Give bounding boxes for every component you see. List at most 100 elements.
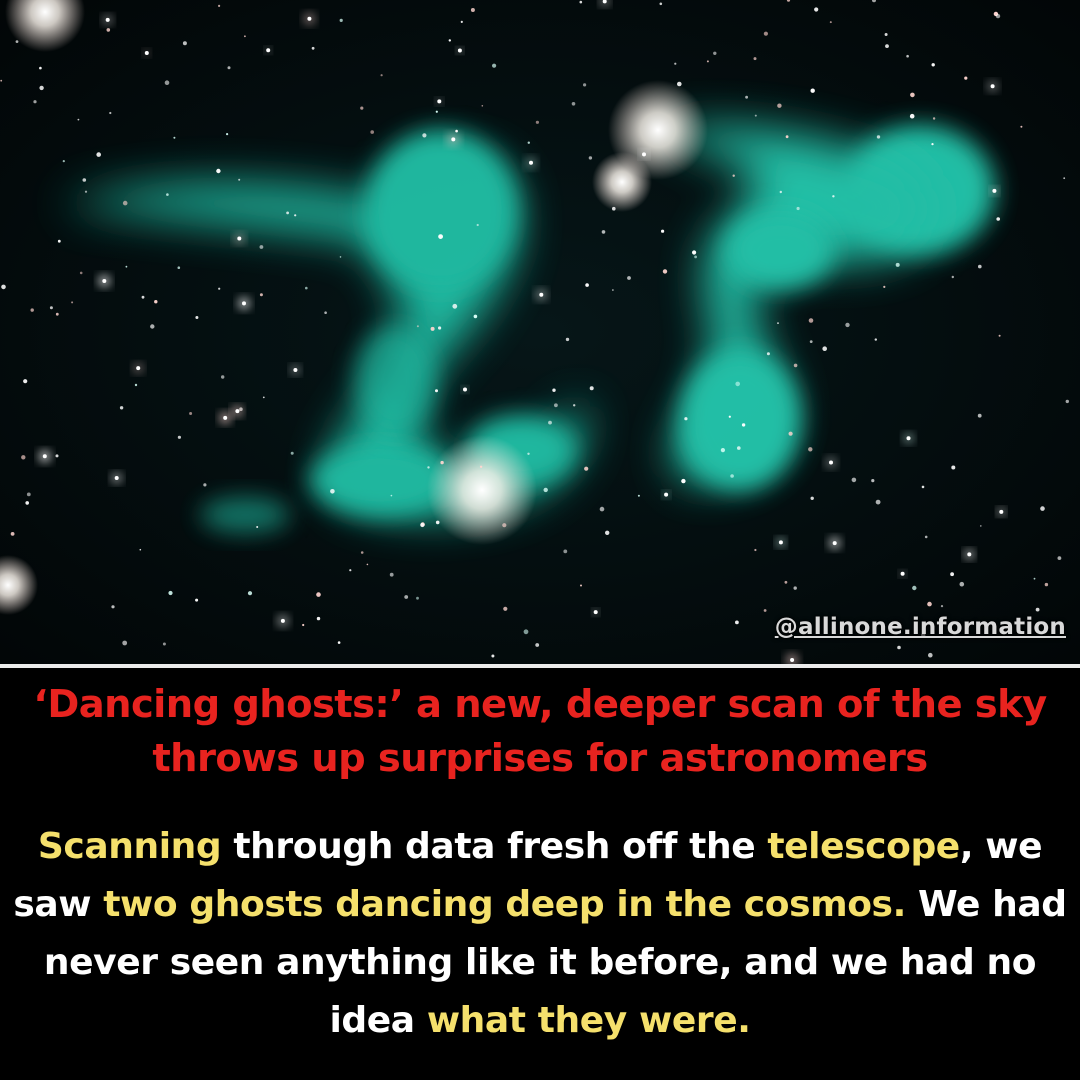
star — [349, 569, 352, 572]
star — [259, 293, 263, 297]
star — [481, 105, 484, 107]
star — [766, 352, 770, 356]
star — [786, 0, 791, 2]
star — [921, 485, 925, 489]
star — [286, 211, 289, 215]
star — [793, 363, 798, 368]
star — [927, 601, 932, 607]
star — [793, 586, 797, 590]
watermark-handle[interactable]: @allinone.information — [774, 614, 1066, 640]
star — [203, 483, 207, 487]
star — [305, 286, 308, 290]
star-core — [593, 610, 598, 615]
star — [404, 595, 409, 599]
star — [928, 652, 933, 658]
star — [316, 592, 321, 597]
star — [77, 118, 80, 121]
star — [111, 605, 115, 609]
star-core — [136, 366, 141, 371]
star — [247, 591, 253, 596]
star-core — [42, 454, 47, 459]
radio-galaxy-image — [0, 0, 1080, 664]
right-ghost — [660, 125, 995, 490]
star — [535, 120, 540, 124]
star — [924, 535, 928, 539]
star — [122, 640, 128, 646]
star — [39, 66, 42, 70]
star — [302, 623, 305, 627]
star — [173, 136, 176, 139]
star — [897, 645, 901, 650]
star — [221, 375, 225, 379]
star-core — [451, 137, 456, 142]
star — [238, 178, 241, 181]
star — [754, 114, 757, 117]
body-text-segment: We had never seen anything like it befor… — [43, 884, 1067, 1041]
star — [931, 63, 935, 67]
star — [777, 322, 779, 324]
star — [552, 388, 556, 392]
star — [912, 585, 917, 591]
star — [998, 334, 1001, 337]
star — [311, 46, 315, 50]
star — [389, 572, 394, 577]
star — [995, 13, 1001, 19]
star — [139, 548, 142, 551]
star — [244, 35, 246, 38]
star — [448, 39, 451, 42]
star — [659, 2, 663, 6]
star — [737, 446, 741, 450]
star — [784, 580, 788, 584]
star — [601, 230, 606, 234]
star — [810, 88, 815, 93]
star — [455, 129, 458, 133]
star — [763, 31, 769, 36]
star — [195, 598, 199, 602]
star — [548, 420, 552, 425]
star — [977, 413, 982, 418]
star — [435, 110, 438, 113]
star — [380, 74, 383, 77]
star — [763, 609, 767, 612]
star — [875, 499, 881, 505]
star-core — [529, 160, 533, 165]
star-core — [832, 541, 837, 546]
star — [360, 551, 364, 554]
star — [735, 381, 740, 387]
star — [470, 8, 475, 12]
star — [390, 494, 393, 497]
star — [21, 455, 26, 460]
star — [599, 506, 605, 512]
star — [535, 643, 540, 647]
star — [324, 311, 327, 315]
star — [931, 143, 934, 146]
star — [162, 642, 166, 646]
star — [422, 133, 427, 138]
star — [360, 106, 364, 110]
star-core — [266, 48, 271, 53]
star — [164, 80, 170, 85]
star — [339, 18, 343, 22]
star — [612, 206, 616, 211]
star — [829, 21, 832, 24]
star — [1040, 506, 1045, 511]
star — [10, 532, 15, 536]
star — [259, 245, 264, 249]
star — [1, 284, 6, 290]
star — [753, 57, 757, 61]
star — [49, 306, 53, 310]
star — [909, 113, 915, 119]
star-core — [237, 236, 242, 241]
star — [964, 76, 968, 80]
star — [440, 460, 444, 465]
star-core — [235, 409, 240, 414]
star — [720, 448, 726, 453]
star — [1033, 577, 1036, 580]
star — [55, 454, 59, 458]
star — [580, 584, 582, 587]
star-core — [900, 571, 905, 576]
star-core — [664, 492, 669, 497]
headline: ‘Dancing ghosts:’ a new, deeper scan of … — [33, 682, 1047, 781]
star — [55, 312, 59, 316]
star — [290, 451, 294, 455]
